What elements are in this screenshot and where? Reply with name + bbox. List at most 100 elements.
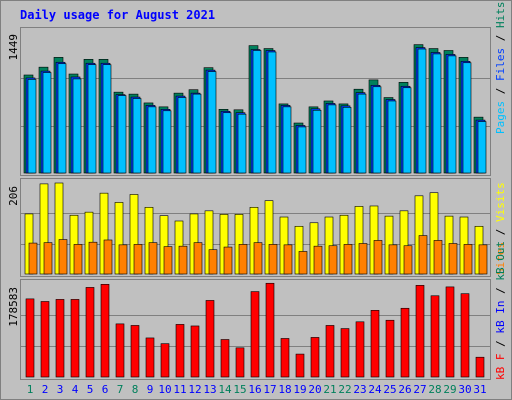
bar-sites-day-23 <box>358 243 368 275</box>
bar-sites-day-9 <box>148 242 158 275</box>
day-label-31: 31 <box>473 383 486 396</box>
day-label-16: 16 <box>248 383 261 396</box>
bar-pages-day-14 <box>222 112 232 174</box>
bar-pages-day-31 <box>477 121 487 174</box>
day-label-10: 10 <box>158 383 171 396</box>
bar-pages-day-16 <box>252 50 262 174</box>
day-label-22: 22 <box>338 383 351 396</box>
day-label-9: 9 <box>147 383 154 396</box>
max-label-visitors: 206 <box>7 186 20 206</box>
bar-sites-day-7 <box>118 244 128 275</box>
legend-item-hits: Hits <box>494 2 507 29</box>
bar-kb-f-day-21 <box>325 325 335 378</box>
bar-pages-day-11 <box>177 97 187 174</box>
day-label-7: 7 <box>117 383 124 396</box>
day-label-8: 8 <box>132 383 139 396</box>
day-label-27: 27 <box>413 383 426 396</box>
legend-text: Sites / Visits <box>494 182 507 275</box>
legend-item-kb-f: kB F <box>494 354 507 381</box>
legend-requests: Pages / Files / Hits <box>494 2 507 135</box>
bar-kb-f-day-23 <box>355 321 365 378</box>
bar-kb-f-day-3 <box>55 299 65 378</box>
legend-kbytes: kB F / kB In / kB Out <box>494 241 507 380</box>
bar-kb-f-day-1 <box>25 298 35 378</box>
bar-pages-day-20 <box>312 109 322 174</box>
bar-sites-day-20 <box>313 245 323 275</box>
bar-kb-f-day-20 <box>310 337 320 378</box>
day-label-4: 4 <box>72 383 79 396</box>
bar-sites-day-15 <box>238 244 248 275</box>
bar-kb-f-day-28 <box>430 295 440 378</box>
day-label-26: 26 <box>398 383 411 396</box>
legend-separator: / <box>494 81 507 101</box>
day-label-17: 17 <box>263 383 276 396</box>
bar-kb-f-day-9 <box>145 337 155 378</box>
bar-sites-day-1 <box>28 242 38 275</box>
day-label-12: 12 <box>188 383 201 396</box>
legend-separator: / <box>494 28 507 48</box>
day-label-24: 24 <box>368 383 382 396</box>
bar-sites-day-13 <box>208 249 218 275</box>
bar-sites-day-18 <box>283 244 293 275</box>
legend-item-sites: Sites <box>494 242 507 275</box>
bar-sites-day-22 <box>343 244 353 275</box>
bar-kb-f-day-2 <box>40 301 50 378</box>
day-label-1: 1 <box>27 383 34 396</box>
bar-kb-f-day-27 <box>415 285 425 378</box>
bar-sites-day-5 <box>88 241 98 275</box>
bar-kb-f-day-29 <box>445 286 455 378</box>
bar-pages-day-30 <box>462 62 472 174</box>
day-label-25: 25 <box>383 383 396 396</box>
bar-sites-day-16 <box>253 242 263 275</box>
bar-pages-day-28 <box>432 53 442 174</box>
bar-kb-f-day-22 <box>340 328 350 378</box>
bar-pages-day-15 <box>237 113 247 174</box>
bars-layer <box>23 44 488 378</box>
max-label-kbytes: 178583 <box>7 287 20 327</box>
bar-pages-day-19 <box>297 126 307 174</box>
bar-pages-day-6 <box>102 64 112 174</box>
day-label-18: 18 <box>278 383 291 396</box>
bar-pages-day-29 <box>447 55 457 174</box>
bar-pages-day-18 <box>282 106 292 174</box>
bar-kb-f-day-6 <box>100 284 110 378</box>
bar-sites-day-31 <box>478 244 488 275</box>
day-label-21: 21 <box>323 383 336 396</box>
bar-sites-day-29 <box>448 243 458 275</box>
bar-pages-day-24 <box>372 86 382 174</box>
bar-sites-day-24 <box>373 240 383 275</box>
chart-title: Daily usage for August 2021 <box>20 8 215 22</box>
bar-pages-day-22 <box>342 107 352 174</box>
bar-pages-day-9 <box>147 106 157 174</box>
bar-sites-day-11 <box>178 245 188 275</box>
bar-pages-day-13 <box>207 71 217 174</box>
bar-sites-day-25 <box>388 244 398 275</box>
bar-kb-f-day-12 <box>190 325 200 378</box>
bar-sites-day-27 <box>418 235 428 275</box>
bar-kb-f-day-30 <box>460 293 470 378</box>
day-label-30: 30 <box>458 383 471 396</box>
bar-kb-f-day-19 <box>295 353 305 378</box>
bar-pages-day-27 <box>417 48 427 174</box>
bar-sites-day-28 <box>433 240 443 275</box>
max-label-requests: 1449 <box>7 34 20 61</box>
bar-sites-day-30 <box>463 244 473 275</box>
bar-sites-day-8 <box>133 244 143 275</box>
bar-pages-day-26 <box>402 87 412 174</box>
bar-kb-f-day-17 <box>265 282 275 378</box>
bar-kb-f-day-10 <box>160 343 170 378</box>
bar-pages-day-10 <box>162 110 172 174</box>
legend-item-pages: Pages <box>494 101 507 134</box>
day-label-29: 29 <box>443 383 456 396</box>
bar-pages-day-5 <box>87 64 97 174</box>
bar-kb-f-day-4 <box>70 299 80 378</box>
bar-sites-day-3 <box>58 239 68 275</box>
bar-kb-f-day-14 <box>220 339 230 378</box>
day-label-28: 28 <box>428 383 441 396</box>
bar-pages-day-1 <box>27 79 37 174</box>
legend-text: kB F / kB In / kB Out <box>494 241 507 380</box>
bar-kb-f-day-18 <box>280 338 290 378</box>
bar-sites-day-14 <box>223 246 233 275</box>
